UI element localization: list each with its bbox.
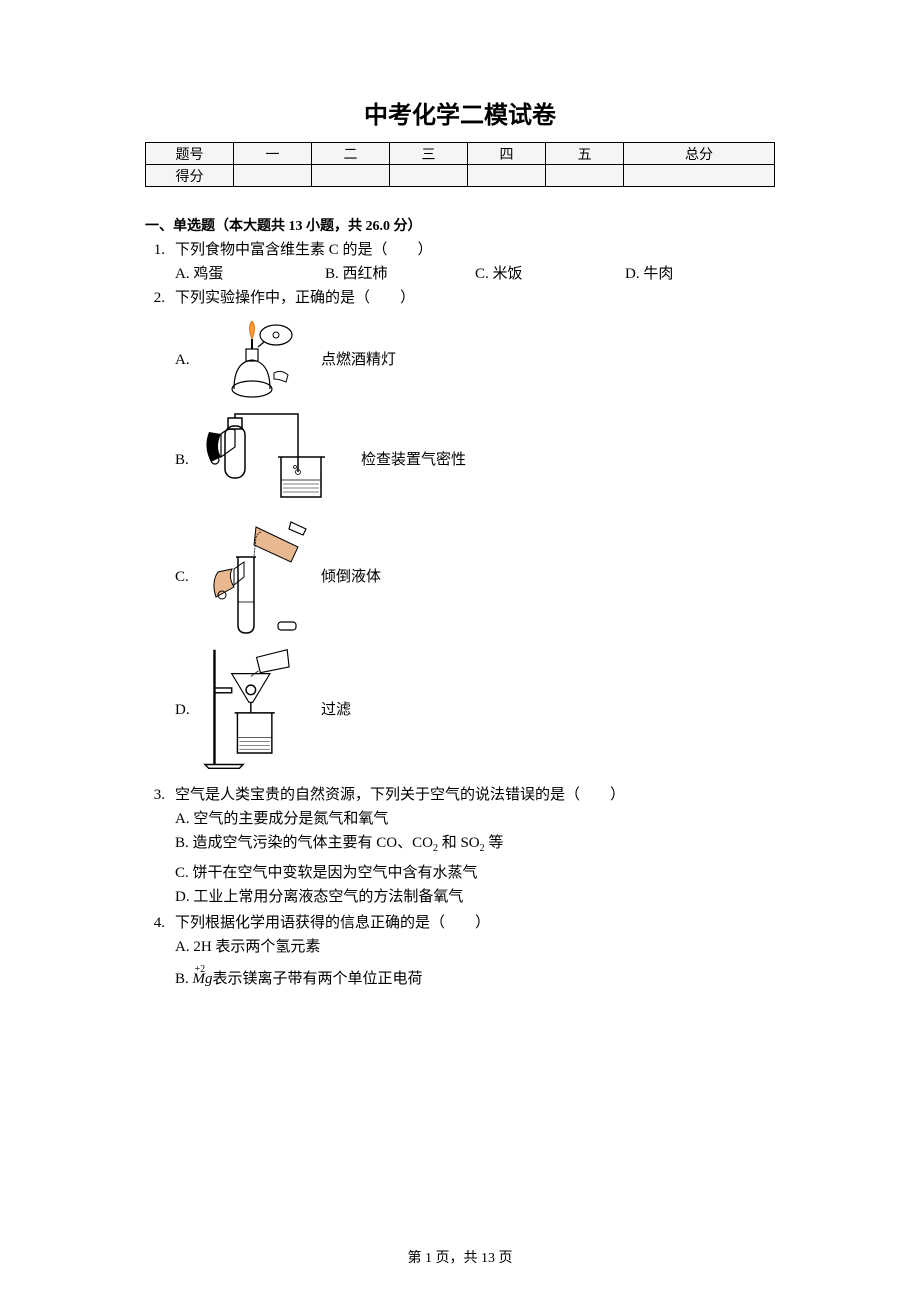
question-stem: 空气是人类宝贵的自然资源，下列关于空气的说法错误的是（ ）: [175, 784, 775, 806]
header-cell: 五: [546, 143, 624, 165]
option-b-row: B. 检查装置气: [175, 412, 775, 507]
question-number: 2.: [145, 287, 175, 782]
diagram-filtration-icon: [203, 647, 313, 772]
option-a-row: A. 点燃酒精灯: [175, 317, 775, 402]
question-2: 2. 下列实验操作中，正确的是（ ） A. 点燃酒精灯: [145, 287, 775, 782]
question-body: 下列食物中富含维生素 C 的是（ ） A. 鸡蛋 B. 西红柿 C. 米饭 D.…: [175, 239, 775, 285]
score-cell: [390, 165, 468, 187]
header-cell: 题号: [146, 143, 234, 165]
option-b-suffix: 表示镁离子带有两个单位正电荷: [213, 971, 423, 987]
score-cell: 得分: [146, 165, 234, 187]
header-cell: 三: [390, 143, 468, 165]
option-b: B. 造成空气污染的气体主要有 CO、CO2 和 SO2 等: [175, 832, 775, 860]
question-stem: 下列根据化学用语获得的信息正确的是（ ）: [175, 912, 775, 934]
question-4: 4. 下列根据化学用语获得的信息正确的是（ ） A. 2H 表示两个氢元素 B.…: [145, 912, 775, 990]
option-a: A. 鸡蛋: [175, 263, 325, 285]
mg-charge: +2: [195, 959, 206, 981]
question-number: 1.: [145, 239, 175, 285]
option-c-row: C. 倾倒液体: [175, 517, 775, 637]
score-cell: [234, 165, 312, 187]
option-label: 过滤: [321, 699, 351, 721]
option-letter: D.: [175, 699, 203, 721]
header-cell: 一: [234, 143, 312, 165]
diagram-pour-liquid-icon: [203, 517, 313, 637]
question-number: 4.: [145, 912, 175, 990]
options-column: A. 2H 表示两个氢元素 B. +2Mg表示镁离子带有两个单位正电荷: [175, 936, 775, 990]
diagram-alcohol-lamp-icon: [203, 317, 313, 402]
option-b-text: 和 SO: [438, 835, 480, 851]
option-b: B. 西红柿: [325, 263, 475, 285]
score-table: 题号 一 二 三 四 五 总分 得分: [145, 142, 775, 187]
option-label: 倾倒液体: [321, 566, 381, 588]
option-letter: A.: [175, 349, 203, 371]
options-column: A. 空气的主要成分是氮气和氧气 B. 造成空气污染的气体主要有 CO、CO2 …: [175, 808, 775, 908]
header-cell: 总分: [624, 143, 775, 165]
score-cell: [546, 165, 624, 187]
question-1: 1. 下列食物中富含维生素 C 的是（ ） A. 鸡蛋 B. 西红柿 C. 米饭…: [145, 239, 775, 285]
page-footer: 第 1 页，共 13 页: [0, 1247, 920, 1267]
option-d: D. 工业上常用分离液态空气的方法制备氧气: [175, 886, 775, 908]
question-body: 下列实验操作中，正确的是（ ） A. 点燃酒精灯: [175, 287, 775, 782]
option-d: D. 牛肉: [625, 263, 775, 285]
page-title: 中考化学二模试卷: [145, 95, 775, 130]
diagram-airtight-check-icon: [203, 412, 353, 507]
option-c: C. 饼干在空气中变软是因为空气中含有水蒸气: [175, 862, 775, 884]
question-stem: 下列实验操作中，正确的是（ ）: [175, 287, 775, 309]
header-cell: 四: [468, 143, 546, 165]
option-label: 检查装置气密性: [361, 449, 466, 471]
score-table-header-row: 题号 一 二 三 四 五 总分: [146, 143, 775, 165]
option-c: C. 米饭: [475, 263, 625, 285]
option-letter: C.: [175, 566, 203, 588]
section-header: 一、单选题（本大题共 13 小题，共 26.0 分）: [145, 215, 775, 235]
option-d-row: D. 过滤: [175, 647, 775, 772]
option-label: 点燃酒精灯: [321, 349, 396, 371]
question-3: 3. 空气是人类宝贵的自然资源，下列关于空气的说法错误的是（ ） A. 空气的主…: [145, 784, 775, 908]
header-cell: 二: [312, 143, 390, 165]
mg-symbol: +2Mg: [193, 968, 213, 990]
question-body: 空气是人类宝贵的自然资源，下列关于空气的说法错误的是（ ） A. 空气的主要成分…: [175, 784, 775, 908]
score-cell: [312, 165, 390, 187]
option-b-prefix: B.: [175, 971, 193, 987]
option-a: A. 空气的主要成分是氮气和氧气: [175, 808, 775, 830]
question-body: 下列根据化学用语获得的信息正确的是（ ） A. 2H 表示两个氢元素 B. +2…: [175, 912, 775, 990]
score-table-score-row: 得分: [146, 165, 775, 187]
score-cell: [468, 165, 546, 187]
score-cell: [624, 165, 775, 187]
option-a: A. 2H 表示两个氢元素: [175, 936, 775, 958]
option-b: B. +2Mg表示镁离子带有两个单位正电荷: [175, 968, 775, 990]
option-letter: B.: [175, 449, 203, 471]
options-row: A. 鸡蛋 B. 西红柿 C. 米饭 D. 牛肉: [175, 263, 775, 285]
question-number: 3.: [145, 784, 175, 908]
option-b-text: B. 造成空气污染的气体主要有 CO、CO: [175, 835, 433, 851]
option-b-text: 等: [485, 835, 504, 851]
question-stem: 下列食物中富含维生素 C 的是（ ）: [175, 239, 775, 261]
